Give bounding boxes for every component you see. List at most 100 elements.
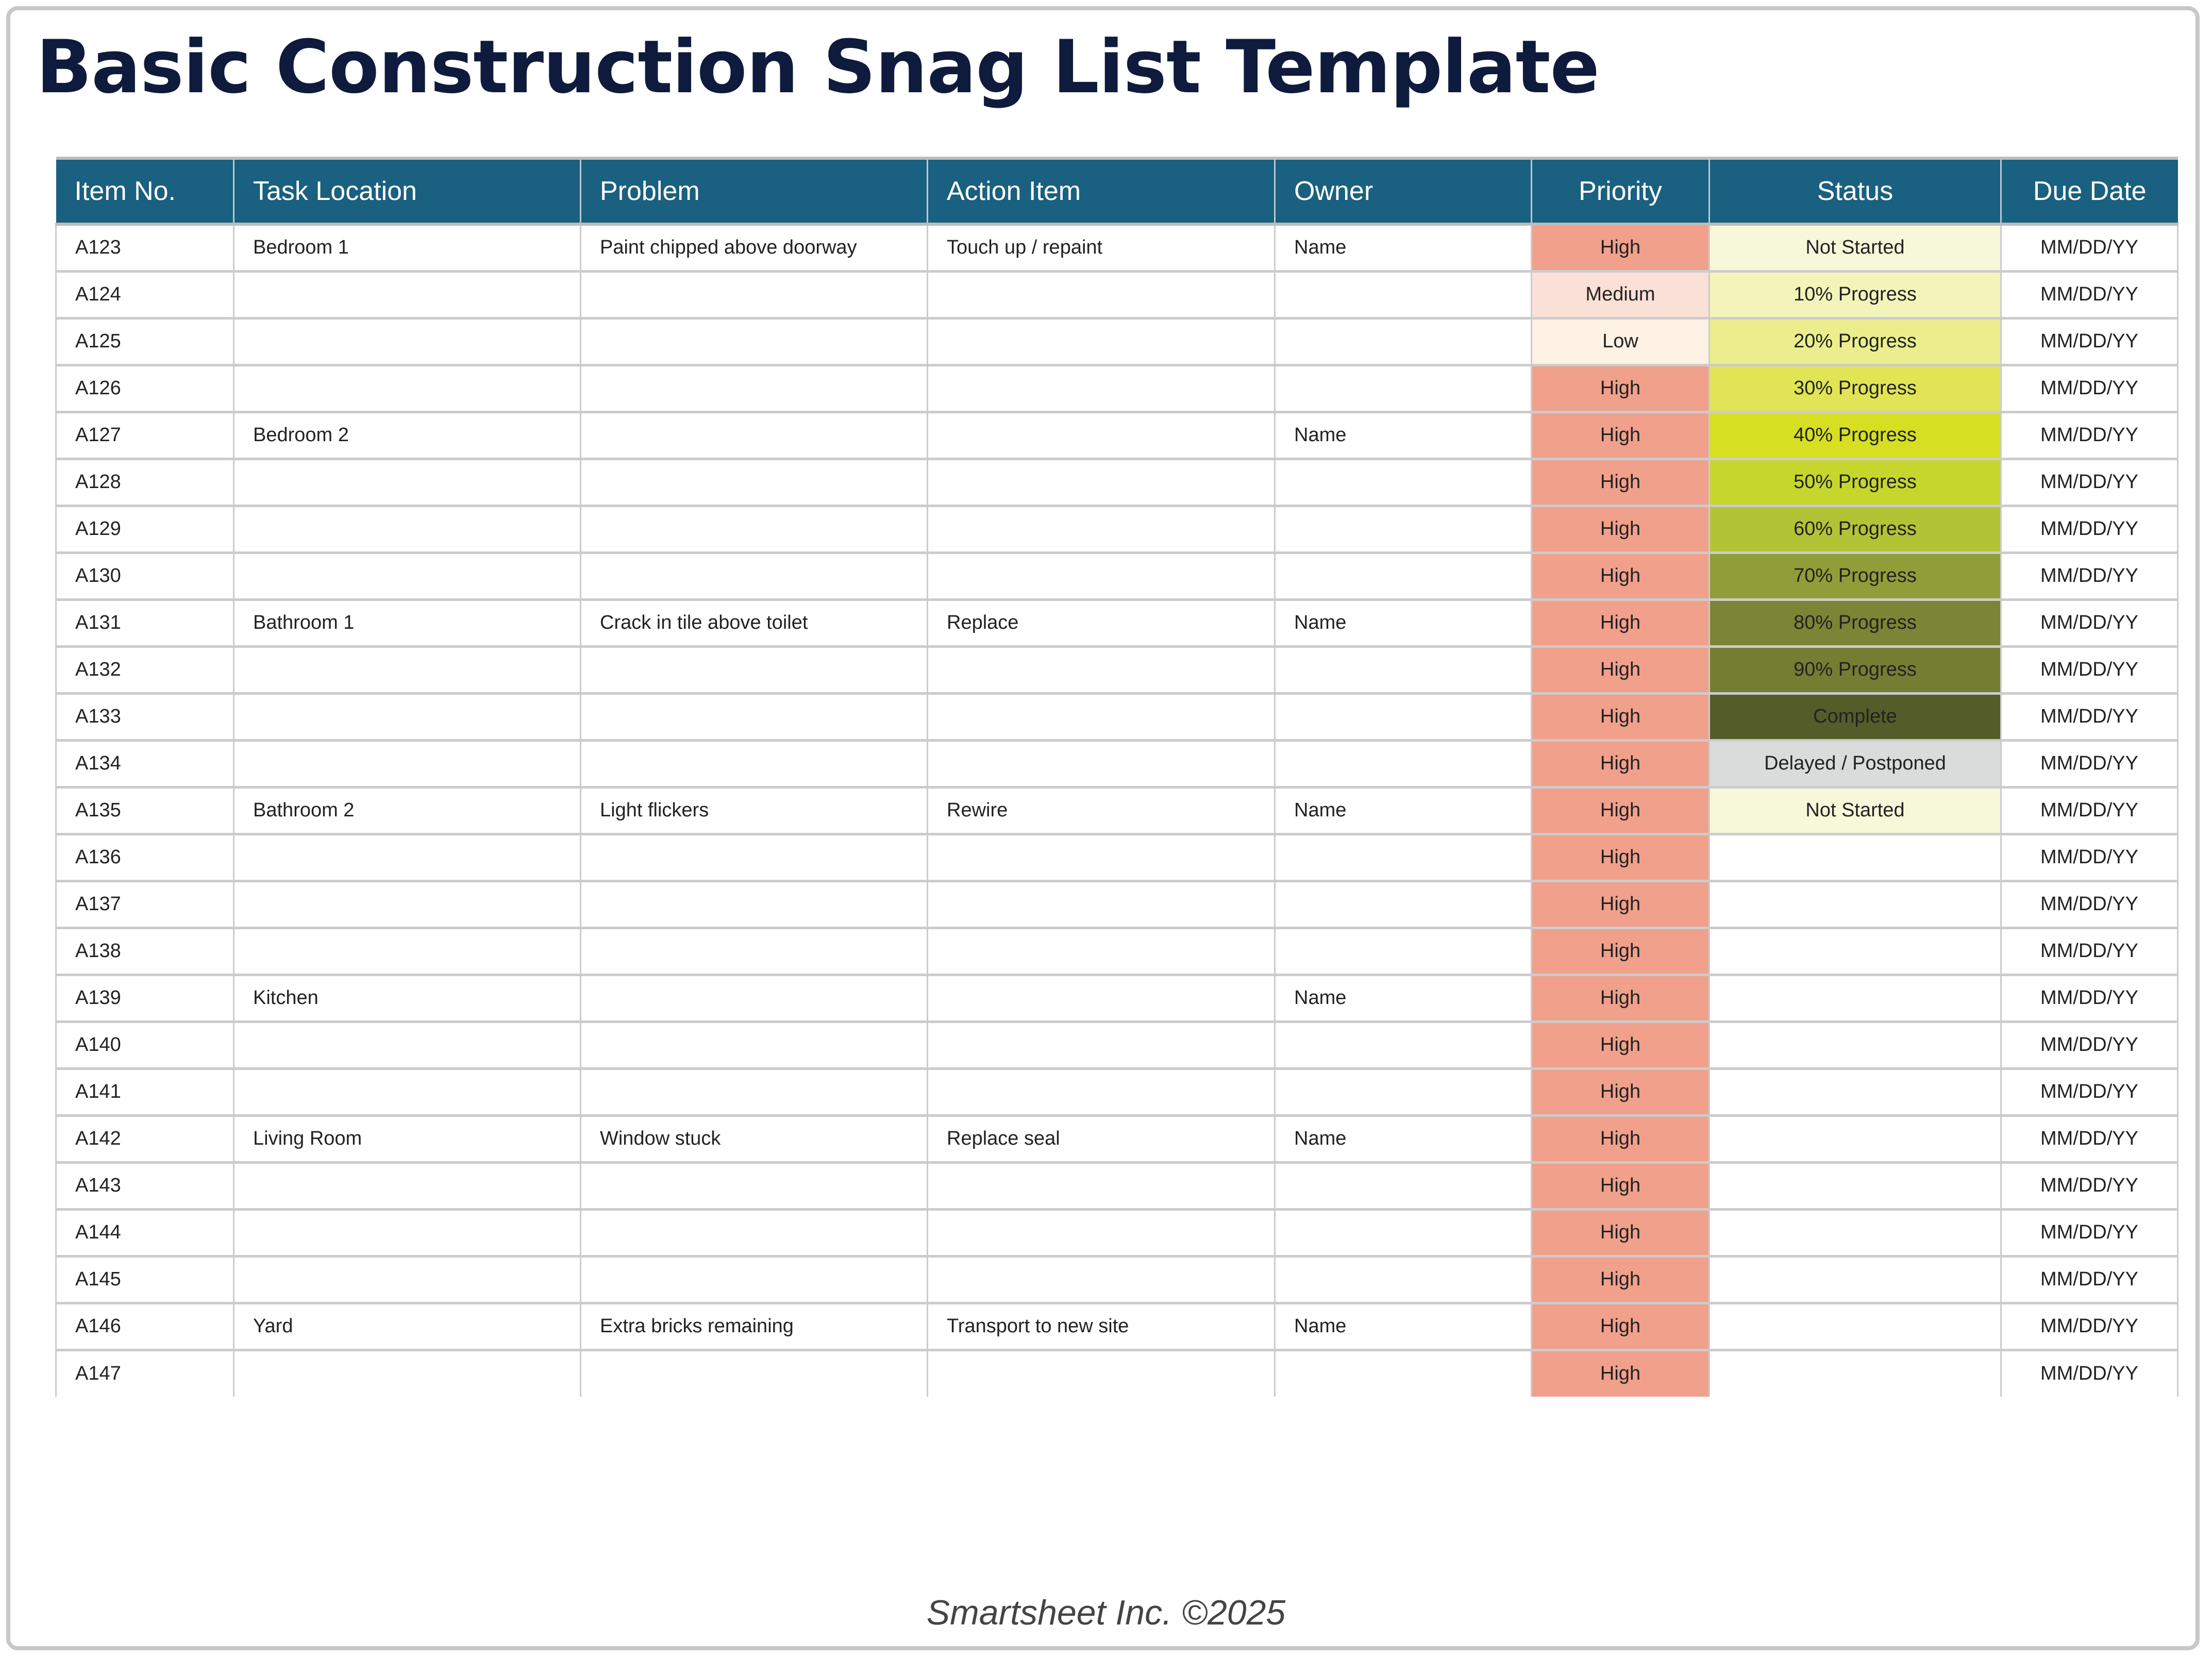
problem-cell[interactable]: Light flickers xyxy=(580,787,928,835)
item-no-cell[interactable]: A125 xyxy=(55,318,234,366)
task-location-cell[interactable] xyxy=(233,1068,581,1117)
priority-cell[interactable]: High xyxy=(1531,552,1710,601)
owner-cell[interactable]: Name xyxy=(1274,412,1532,460)
task-location-cell[interactable] xyxy=(233,271,581,320)
owner-cell[interactable] xyxy=(1274,1209,1532,1258)
status-cell[interactable]: 70% Progress xyxy=(1708,552,2001,601)
problem-cell[interactable] xyxy=(580,834,928,882)
due-date-cell[interactable]: MM/DD/YY xyxy=(2000,1209,2179,1258)
due-date-cell[interactable]: MM/DD/YY xyxy=(2000,318,2179,366)
status-cell[interactable]: 80% Progress xyxy=(1708,599,2001,648)
owner-cell[interactable] xyxy=(1274,459,1532,507)
task-location-cell[interactable] xyxy=(233,881,581,929)
task-location-cell[interactable]: Bedroom 1 xyxy=(233,224,581,273)
item-no-cell[interactable]: A124 xyxy=(55,271,234,320)
column-header-priority[interactable]: Priority xyxy=(1531,157,1710,226)
due-date-cell[interactable]: MM/DD/YY xyxy=(2000,881,2179,929)
priority-cell[interactable]: High xyxy=(1531,506,1710,554)
task-location-cell[interactable] xyxy=(233,1256,581,1304)
priority-cell[interactable]: High xyxy=(1531,975,1710,1023)
item-no-cell[interactable]: A144 xyxy=(55,1209,234,1258)
action-item-cell[interactable] xyxy=(927,1162,1275,1211)
due-date-cell[interactable]: MM/DD/YY xyxy=(2000,646,2179,695)
item-no-cell[interactable]: A147 xyxy=(55,1350,234,1397)
item-no-cell[interactable]: A134 xyxy=(55,740,234,789)
owner-cell[interactable] xyxy=(1274,552,1532,601)
problem-cell[interactable] xyxy=(580,693,928,742)
problem-cell[interactable] xyxy=(580,1350,928,1397)
owner-cell[interactable]: Name xyxy=(1274,224,1532,273)
priority-cell[interactable]: High xyxy=(1531,1303,1710,1351)
task-location-cell[interactable]: Bathroom 2 xyxy=(233,787,581,835)
task-location-cell[interactable] xyxy=(233,1350,581,1397)
due-date-cell[interactable]: MM/DD/YY xyxy=(2000,1115,2179,1164)
task-location-cell[interactable] xyxy=(233,834,581,882)
status-cell[interactable]: 60% Progress xyxy=(1708,506,2001,554)
problem-cell[interactable] xyxy=(580,318,928,366)
action-item-cell[interactable] xyxy=(927,740,1275,789)
action-item-cell[interactable]: Replace xyxy=(927,599,1275,648)
owner-cell[interactable] xyxy=(1274,646,1532,695)
problem-cell[interactable]: Extra bricks remaining xyxy=(580,1303,928,1351)
status-cell[interactable]: 20% Progress xyxy=(1708,318,2001,366)
priority-cell[interactable]: High xyxy=(1531,646,1710,695)
priority-cell[interactable]: High xyxy=(1531,1068,1710,1117)
column-header-problem[interactable]: Problem xyxy=(580,157,928,226)
priority-cell[interactable]: High xyxy=(1531,740,1710,789)
item-no-cell[interactable]: A132 xyxy=(55,646,234,695)
due-date-cell[interactable]: MM/DD/YY xyxy=(2000,787,2179,835)
due-date-cell[interactable]: MM/DD/YY xyxy=(2000,1256,2179,1304)
due-date-cell[interactable]: MM/DD/YY xyxy=(2000,1162,2179,1211)
action-item-cell[interactable] xyxy=(927,318,1275,366)
owner-cell[interactable] xyxy=(1274,506,1532,554)
problem-cell[interactable] xyxy=(580,552,928,601)
problem-cell[interactable] xyxy=(580,646,928,695)
task-location-cell[interactable] xyxy=(233,552,581,601)
action-item-cell[interactable] xyxy=(927,693,1275,742)
owner-cell[interactable]: Name xyxy=(1274,787,1532,835)
priority-cell[interactable]: High xyxy=(1531,881,1710,929)
problem-cell[interactable] xyxy=(580,1256,928,1304)
item-no-cell[interactable]: A130 xyxy=(55,552,234,601)
task-location-cell[interactable] xyxy=(233,318,581,366)
problem-cell[interactable] xyxy=(580,928,928,976)
owner-cell[interactable] xyxy=(1274,1350,1532,1397)
status-cell[interactable]: Not Started xyxy=(1708,787,2001,835)
due-date-cell[interactable]: MM/DD/YY xyxy=(2000,975,2179,1023)
due-date-cell[interactable]: MM/DD/YY xyxy=(2000,1350,2179,1397)
owner-cell[interactable] xyxy=(1274,928,1532,976)
status-cell[interactable] xyxy=(1708,834,2001,882)
problem-cell[interactable] xyxy=(580,412,928,460)
priority-cell[interactable]: High xyxy=(1531,928,1710,976)
problem-cell[interactable]: Paint chipped above doorway xyxy=(580,224,928,273)
owner-cell[interactable]: Name xyxy=(1274,1115,1532,1164)
problem-cell[interactable] xyxy=(580,365,928,413)
problem-cell[interactable] xyxy=(580,1068,928,1117)
owner-cell[interactable] xyxy=(1274,271,1532,320)
item-no-cell[interactable]: A143 xyxy=(55,1162,234,1211)
status-cell[interactable] xyxy=(1708,1350,2001,1397)
due-date-cell[interactable]: MM/DD/YY xyxy=(2000,740,2179,789)
due-date-cell[interactable]: MM/DD/YY xyxy=(2000,1303,2179,1351)
owner-cell[interactable]: Name xyxy=(1274,975,1532,1023)
item-no-cell[interactable]: A136 xyxy=(55,834,234,882)
priority-cell[interactable]: High xyxy=(1531,365,1710,413)
priority-cell[interactable]: Medium xyxy=(1531,271,1710,320)
owner-cell[interactable] xyxy=(1274,881,1532,929)
status-cell[interactable]: Not Started xyxy=(1708,224,2001,273)
task-location-cell[interactable] xyxy=(233,1021,581,1070)
status-cell[interactable]: 50% Progress xyxy=(1708,459,2001,507)
status-cell[interactable] xyxy=(1708,1115,2001,1164)
task-location-cell[interactable]: Bedroom 2 xyxy=(233,412,581,460)
due-date-cell[interactable]: MM/DD/YY xyxy=(2000,1068,2179,1117)
status-cell[interactable]: 10% Progress xyxy=(1708,271,2001,320)
item-no-cell[interactable]: A139 xyxy=(55,975,234,1023)
problem-cell[interactable] xyxy=(580,1162,928,1211)
item-no-cell[interactable]: A127 xyxy=(55,412,234,460)
column-header-task-location[interactable]: Task Location xyxy=(233,157,581,226)
owner-cell[interactable] xyxy=(1274,365,1532,413)
problem-cell[interactable] xyxy=(580,1021,928,1070)
priority-cell[interactable]: Low xyxy=(1531,318,1710,366)
action-item-cell[interactable] xyxy=(927,365,1275,413)
task-location-cell[interactable] xyxy=(233,506,581,554)
